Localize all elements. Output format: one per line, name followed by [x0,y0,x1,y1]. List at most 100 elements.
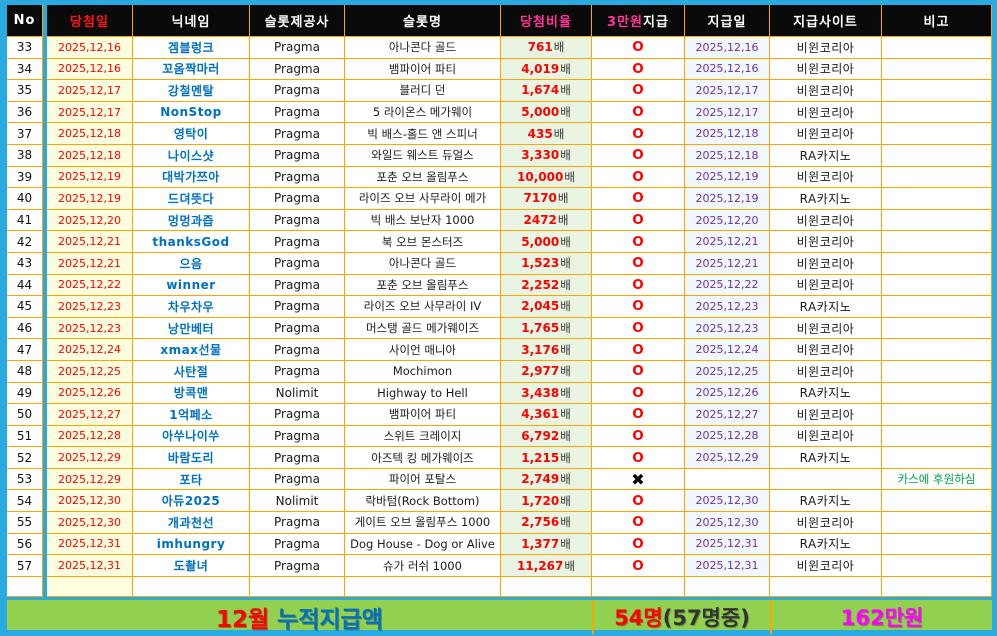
cell-note [882,166,992,189]
cell-win-ratio: 2,756 배 [501,512,592,534]
cell-pay-site: RA카지노 [770,490,882,513]
cell-provider: Nolimit [250,490,345,513]
cell-nickname: 나이스샷 [133,144,250,167]
cell-win-date: 2025,12,19 [47,188,133,210]
cell-win-date: 2025,12,30 [47,512,133,534]
win-ratio-value: 2,749 [521,472,560,487]
cell-slot-name: 스위트 크레이지 [345,425,501,448]
cell-provider: Pragma [250,404,345,426]
cell-no: 51 [7,425,43,448]
header-paid: 3만원 지급 [592,5,685,37]
cell-slot-name: 슈가 러쉬 1000 [345,555,501,577]
cell-pay-date: 2025,12,24 [685,339,770,361]
cell-pay-date: 2025,12,21 [685,231,770,253]
cell-win-ratio: 1,720 배 [501,490,592,513]
cell-slot-name: Mochimon [345,360,501,383]
column-divider [43,404,47,426]
cell-nickname: 도촬녀 [133,555,250,577]
cell-provider: Pragma [250,447,345,469]
cell-no: 52 [7,447,43,469]
win-ratio-value: 1,523 [521,256,560,271]
cell-no: 42 [7,231,43,253]
cell-paid-mark: O [592,252,685,275]
cell-win-ratio: 1,377 배 [501,533,592,556]
cell-pay-date: 2025,12,21 [685,252,770,275]
cell-pay-date: 2025,12,27 [685,404,770,426]
cell-win-ratio: 2,977 배 [501,360,592,383]
cell-note [882,274,992,297]
column-divider [43,5,47,37]
cell-provider: Pragma [250,274,345,297]
column-divider [43,468,47,491]
cell-pay-site: 비윈코리아 [770,166,882,189]
cell-win-date: 2025,12,23 [47,317,133,340]
cell-win-ratio: 4,019 배 [501,58,592,81]
cell-paid-mark: O [592,360,685,383]
column-divider [43,576,47,597]
cell-nickname: 차우차우 [133,296,250,318]
cell-provider: Pragma [250,425,345,448]
cell-paid-mark: O [592,339,685,361]
column-divider [43,123,47,145]
win-ratio-value: 1,765 [521,321,560,336]
cell-paid-mark: O [592,382,685,405]
win-ratio-unit: 배 [560,148,571,163]
cell-note [882,404,992,426]
footer-amount-value: 162만원 [840,605,924,630]
win-ratio-value: 2,252 [521,277,560,292]
cell-pay-site: 비윈코리아 [770,231,882,253]
cell-paid-mark: O [592,447,685,469]
footer-count-sub: (57명중) [662,605,750,630]
cell-slot-name: 라이즈 오브 사무라이 메가 [345,188,501,210]
win-ratio-value: 2472 [523,213,557,228]
cell-paid-mark [592,576,685,597]
win-ratio-unit: 배 [560,493,571,508]
cell-paid-mark: O [592,144,685,167]
cell-note [882,188,992,210]
win-ratio-value: 3,330 [521,148,560,163]
cell-nickname: 바람도리 [133,447,250,469]
cell-provider: Pragma [250,188,345,210]
cell-note [882,490,992,513]
cell-note [882,144,992,167]
cell-win-ratio: 3,330 배 [501,144,592,167]
cell-slot-name: 라이즈 오브 사무라이 IV [345,296,501,318]
cell-paid-mark: O [592,274,685,297]
win-ratio-value: 2,045 [521,299,560,314]
cell-win-date: 2025,12,16 [47,58,133,81]
cell-slot-name: 뱀파이어 파티 [345,58,501,81]
cell-win-ratio: 2,252 배 [501,274,592,297]
cell-win-date: 2025,12,18 [47,123,133,145]
cell-win-date: 2025,12,21 [47,252,133,275]
footer-total-amount: 162만원 [770,599,992,634]
cell-win-ratio: 7170 배 [501,188,592,210]
cell-pay-date: 2025,12,29 [685,447,770,469]
column-divider [43,317,47,340]
cell-no: 44 [7,274,43,297]
column-divider [43,252,47,275]
cell-win-date: 2025,12,25 [47,360,133,383]
cell-pay-date: 2025,12,18 [685,123,770,145]
header-pay-date: 지급일 [685,5,770,37]
cell-win-date: 2025,12,22 [47,274,133,297]
win-ratio-unit: 배 [560,536,571,551]
cell-win-date: 2025,12,21 [47,231,133,253]
cell-slot-name [345,576,501,597]
win-ratio-unit: 배 [560,342,571,357]
cell-pay-site: 비윈코리아 [770,360,882,383]
cell-slot-name: 아나콘다 골드 [345,37,501,59]
cell-nickname: 꼬옴짝마러 [133,58,250,81]
cell-win-ratio: 10,000 배 [501,166,592,189]
cell-nickname: 대박가쯔아 [133,166,250,189]
cell-win-ratio: 2,045 배 [501,296,592,318]
win-ratio-unit: 배 [560,256,571,271]
cell-no: 46 [7,317,43,340]
header-nickname: 닉네임 [133,5,250,37]
cell-pay-date: 2025,12,17 [685,80,770,102]
header-note: 비고 [882,5,992,37]
cell-note [882,555,992,577]
cell-nickname: 멍멍과즙 [133,209,250,232]
cell-no [7,576,43,597]
cell-provider: Pragma [250,468,345,491]
column-divider [43,101,47,124]
